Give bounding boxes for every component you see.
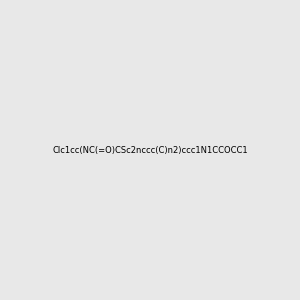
Text: Clc1cc(NC(=O)CSc2nccc(C)n2)ccc1N1CCOCC1: Clc1cc(NC(=O)CSc2nccc(C)n2)ccc1N1CCOCC1: [52, 146, 248, 154]
